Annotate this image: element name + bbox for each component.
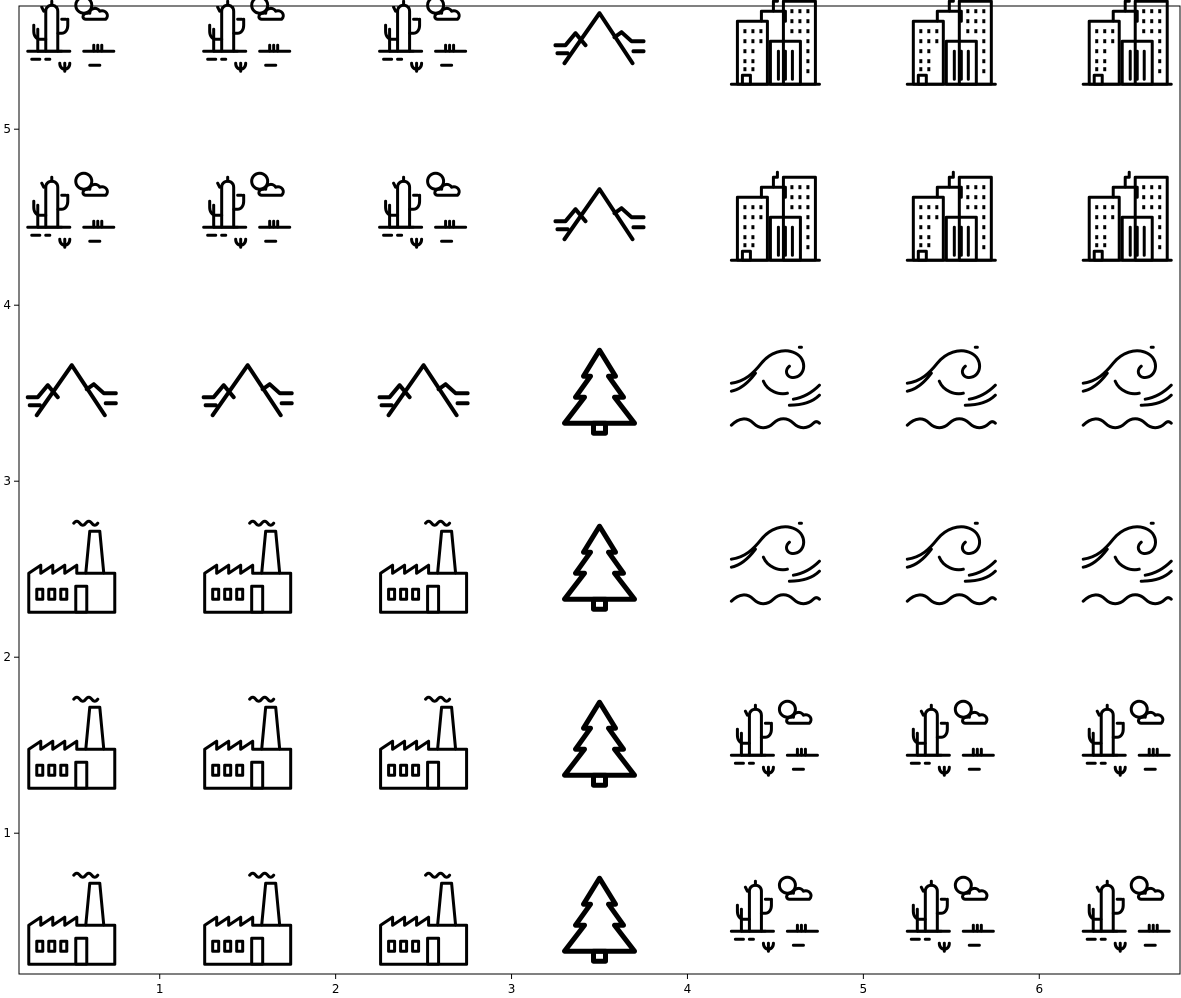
factory-icon — [203, 695, 293, 790]
desert-cactus-icon — [202, 0, 292, 73]
factory-icon — [379, 519, 469, 614]
city-buildings-icon — [905, 170, 997, 262]
x-tick-label: 1 — [156, 982, 164, 996]
x-tick-label: 4 — [684, 982, 692, 996]
city-buildings-icon — [729, 170, 821, 262]
chart-marks — [25, 0, 1173, 966]
factory-icon — [203, 871, 293, 966]
pine-tree-icon — [565, 702, 635, 785]
x-tick-label: 3 — [508, 982, 516, 996]
desert-cactus-icon — [378, 0, 468, 73]
desert-cactus-icon — [202, 171, 292, 249]
y-tick-label: 1 — [3, 826, 11, 840]
mountain-icon — [201, 363, 294, 418]
pine-tree-icon — [565, 526, 635, 609]
y-tick-label: 4 — [3, 298, 11, 312]
y-tick-label: 5 — [3, 122, 11, 136]
mountain-icon — [377, 363, 470, 418]
desert-cactus-icon — [905, 699, 995, 777]
factory-icon — [27, 695, 117, 790]
wind-wave-icon — [1081, 521, 1173, 606]
mountain-icon — [25, 363, 118, 418]
x-tick-label: 5 — [860, 982, 868, 996]
factory-icon — [203, 519, 293, 614]
mountain-icon — [553, 187, 646, 242]
y-tick-label: 2 — [3, 650, 11, 664]
wind-wave-icon — [729, 345, 821, 430]
desert-cactus-icon — [729, 699, 819, 777]
plot-frame — [18, 5, 1181, 975]
pine-tree-icon — [565, 878, 635, 961]
wind-wave-icon — [729, 521, 821, 606]
desert-cactus-icon — [26, 0, 116, 73]
y-tick-label: 3 — [3, 474, 11, 488]
desert-cactus-icon — [378, 171, 468, 249]
pine-tree-icon — [565, 350, 635, 433]
factory-icon — [27, 519, 117, 614]
city-buildings-icon — [1081, 0, 1173, 86]
desert-cactus-icon — [1081, 699, 1171, 777]
mountain-icon — [553, 11, 646, 66]
wind-wave-icon — [905, 345, 997, 430]
x-tick-label: 6 — [1035, 982, 1043, 996]
factory-icon — [379, 695, 469, 790]
axes: 1 2 3 4 5 6 1 2 3 4 5 — [3, 5, 1181, 996]
desert-cactus-icon — [729, 875, 819, 953]
desert-cactus-icon — [1081, 875, 1171, 953]
factory-icon — [379, 871, 469, 966]
city-buildings-icon — [729, 0, 821, 86]
desert-cactus-icon — [905, 875, 995, 953]
city-buildings-icon — [905, 0, 997, 86]
wind-wave-icon — [1081, 345, 1173, 430]
x-tick-label: 2 — [332, 982, 340, 996]
desert-cactus-icon — [26, 171, 116, 249]
city-buildings-icon — [1081, 170, 1173, 262]
wind-wave-icon — [905, 521, 997, 606]
factory-icon — [27, 871, 117, 966]
